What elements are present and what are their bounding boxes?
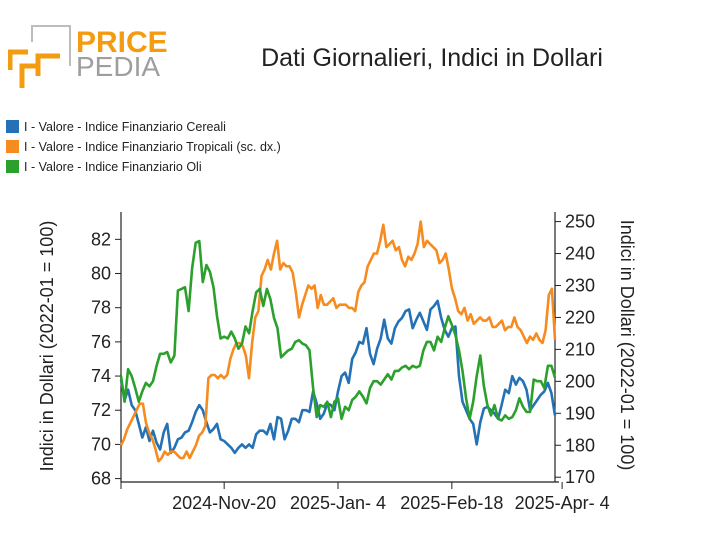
legend-item-tropicali: I - Valore - Indice Finanziario Tropical… (6, 140, 281, 154)
y2-tick-label: 170 (565, 467, 595, 487)
y-axis-label: Indici in Dollari (2022-01 = 100) (37, 221, 57, 472)
brand-top: PRICE (76, 26, 168, 59)
legend-swatch-tropicali (6, 140, 19, 153)
y-tick-label: 70 (91, 434, 111, 454)
series-line-cereali (119, 299, 557, 455)
pricepedia-logo: PRICE PEDIA (8, 25, 168, 88)
y-tick-label: 74 (91, 366, 111, 386)
legend-label-cereali: I - Valore - Indice Finanziario Cereali (24, 120, 226, 134)
y2-tick-label: 220 (565, 307, 595, 327)
y2-tick-label: 190 (565, 403, 595, 423)
x-tick-label: 2025-Jan- 4 (290, 493, 386, 513)
y2-tick-label: 210 (565, 339, 595, 359)
y2-tick-label: 250 (565, 212, 595, 232)
brand-bottom: PEDIA (76, 51, 160, 82)
x-tick-label: 2025-Feb-18 (400, 493, 503, 513)
y-tick-label: 80 (91, 264, 111, 284)
y2-tick-label: 200 (565, 371, 595, 391)
y-tick-label: 82 (91, 229, 111, 249)
legend-label-tropicali: I - Valore - Indice Finanziario Tropical… (24, 140, 281, 154)
logo-mark-icon (8, 25, 71, 88)
y2-axis-label: Indici in Dollari (2022-01 = 100) (617, 220, 637, 471)
y-tick-label: 76 (91, 332, 111, 352)
series-line-oli (119, 239, 557, 422)
y-tick-label: 72 (91, 400, 111, 420)
y-tick-label: 68 (91, 469, 111, 489)
y2-tick-label: 230 (565, 275, 595, 295)
y2-tick-label: 180 (565, 435, 595, 455)
chart-title: Dati Giornalieri, Indici in Dollari (261, 44, 603, 72)
legend-item-cereali: I - Valore - Indice Finanziario Cereali (6, 120, 226, 134)
series-line-tropicali (119, 220, 557, 463)
x-tick-label: 2024-Nov-20 (172, 493, 276, 513)
y-tick-label: 78 (91, 298, 111, 318)
legend-swatch-oli (6, 160, 19, 173)
legend: I - Valore - Indice Finanziario Cereali … (6, 120, 281, 174)
legend-item-oli: I - Valore - Indice Finanziario Oli (6, 160, 202, 174)
legend-swatch-cereali (6, 120, 19, 133)
plot-area: 68 70 72 74 76 78 80 82 170 180 190 200 210 220 230 240… (91, 212, 610, 513)
y2-tick-label: 240 (565, 244, 595, 264)
x-tick-label: 2025-Apr- 4 (515, 493, 610, 513)
legend-label-oli: I - Valore - Indice Finanziario Oli (24, 160, 202, 174)
